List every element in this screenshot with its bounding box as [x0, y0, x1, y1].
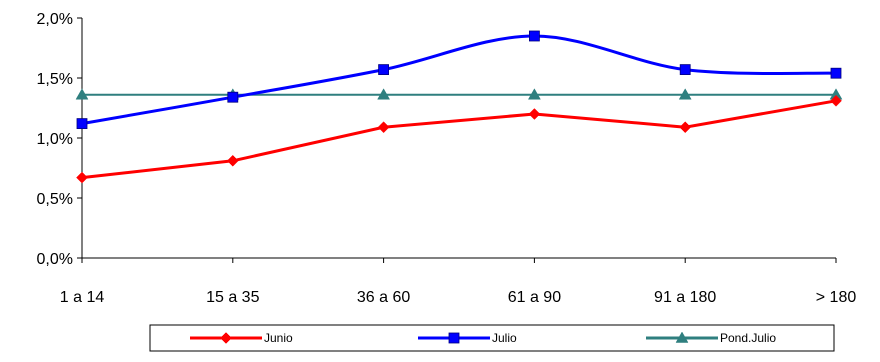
data-point-junio	[226, 154, 239, 167]
series-julio	[76, 30, 842, 129]
x-tick-label: 61 a 90	[508, 289, 561, 306]
y-tick-label: 0,5%	[37, 191, 73, 208]
y-tick-label: 1,0%	[37, 131, 73, 148]
legend-label: Julio	[492, 331, 517, 345]
y-axis: 0,0% 0,5% 1,0% 1,5% 2,0%	[37, 11, 83, 268]
series-layer	[75, 30, 843, 184]
series-line-junio	[81, 99, 837, 180]
legend-item-julio: Julio	[418, 331, 517, 345]
series-line-julio	[81, 34, 837, 126]
legend: Junio Julio Pond.Julio	[149, 324, 835, 352]
data-point-pond-julio	[75, 88, 89, 100]
legend-swatch-marker	[448, 332, 460, 344]
legend-box	[149, 324, 835, 352]
y-tick-label: 1,5%	[37, 71, 73, 88]
data-point-junio	[830, 94, 842, 107]
series-pond-julio	[75, 88, 843, 100]
data-point-junio	[76, 171, 88, 184]
data-point-julio	[76, 118, 88, 129]
x-tick-label: 36 a 60	[357, 289, 410, 306]
data-point-junio	[528, 108, 541, 120]
x-tick-label: 91 a 180	[654, 289, 716, 306]
legend-swatch-marker	[220, 332, 232, 344]
data-point-junio	[377, 121, 390, 134]
legend-label: Pond.Julio	[720, 331, 776, 345]
data-point-pond-julio	[377, 88, 391, 100]
legend-swatch-marker	[675, 331, 689, 343]
y-tick-label: 0,0%	[37, 251, 73, 268]
data-point-julio	[378, 64, 390, 75]
data-point-junio	[679, 121, 692, 134]
legend-item-junio: Junio	[190, 331, 293, 345]
x-tick-label: > 180	[816, 289, 857, 306]
data-point-julio	[529, 30, 540, 42]
data-point-julio	[830, 67, 842, 79]
x-axis: 1 a 14 15 a 35 36 a 60 61 a 90 91 a 180 > 180	[60, 257, 857, 306]
legend-item-pond-julio: Pond.Julio	[646, 331, 776, 345]
x-tick-label: 1 a 14	[60, 289, 105, 306]
x-tick-label: 15 a 35	[206, 289, 259, 306]
data-point-julio	[679, 64, 691, 75]
data-point-pond-julio	[527, 88, 541, 100]
legend-label: Junio	[264, 331, 293, 345]
series-junio	[76, 94, 842, 184]
data-point-pond-julio	[678, 88, 692, 100]
data-point-julio	[227, 91, 239, 103]
y-tick-label: 2,0%	[37, 11, 73, 28]
